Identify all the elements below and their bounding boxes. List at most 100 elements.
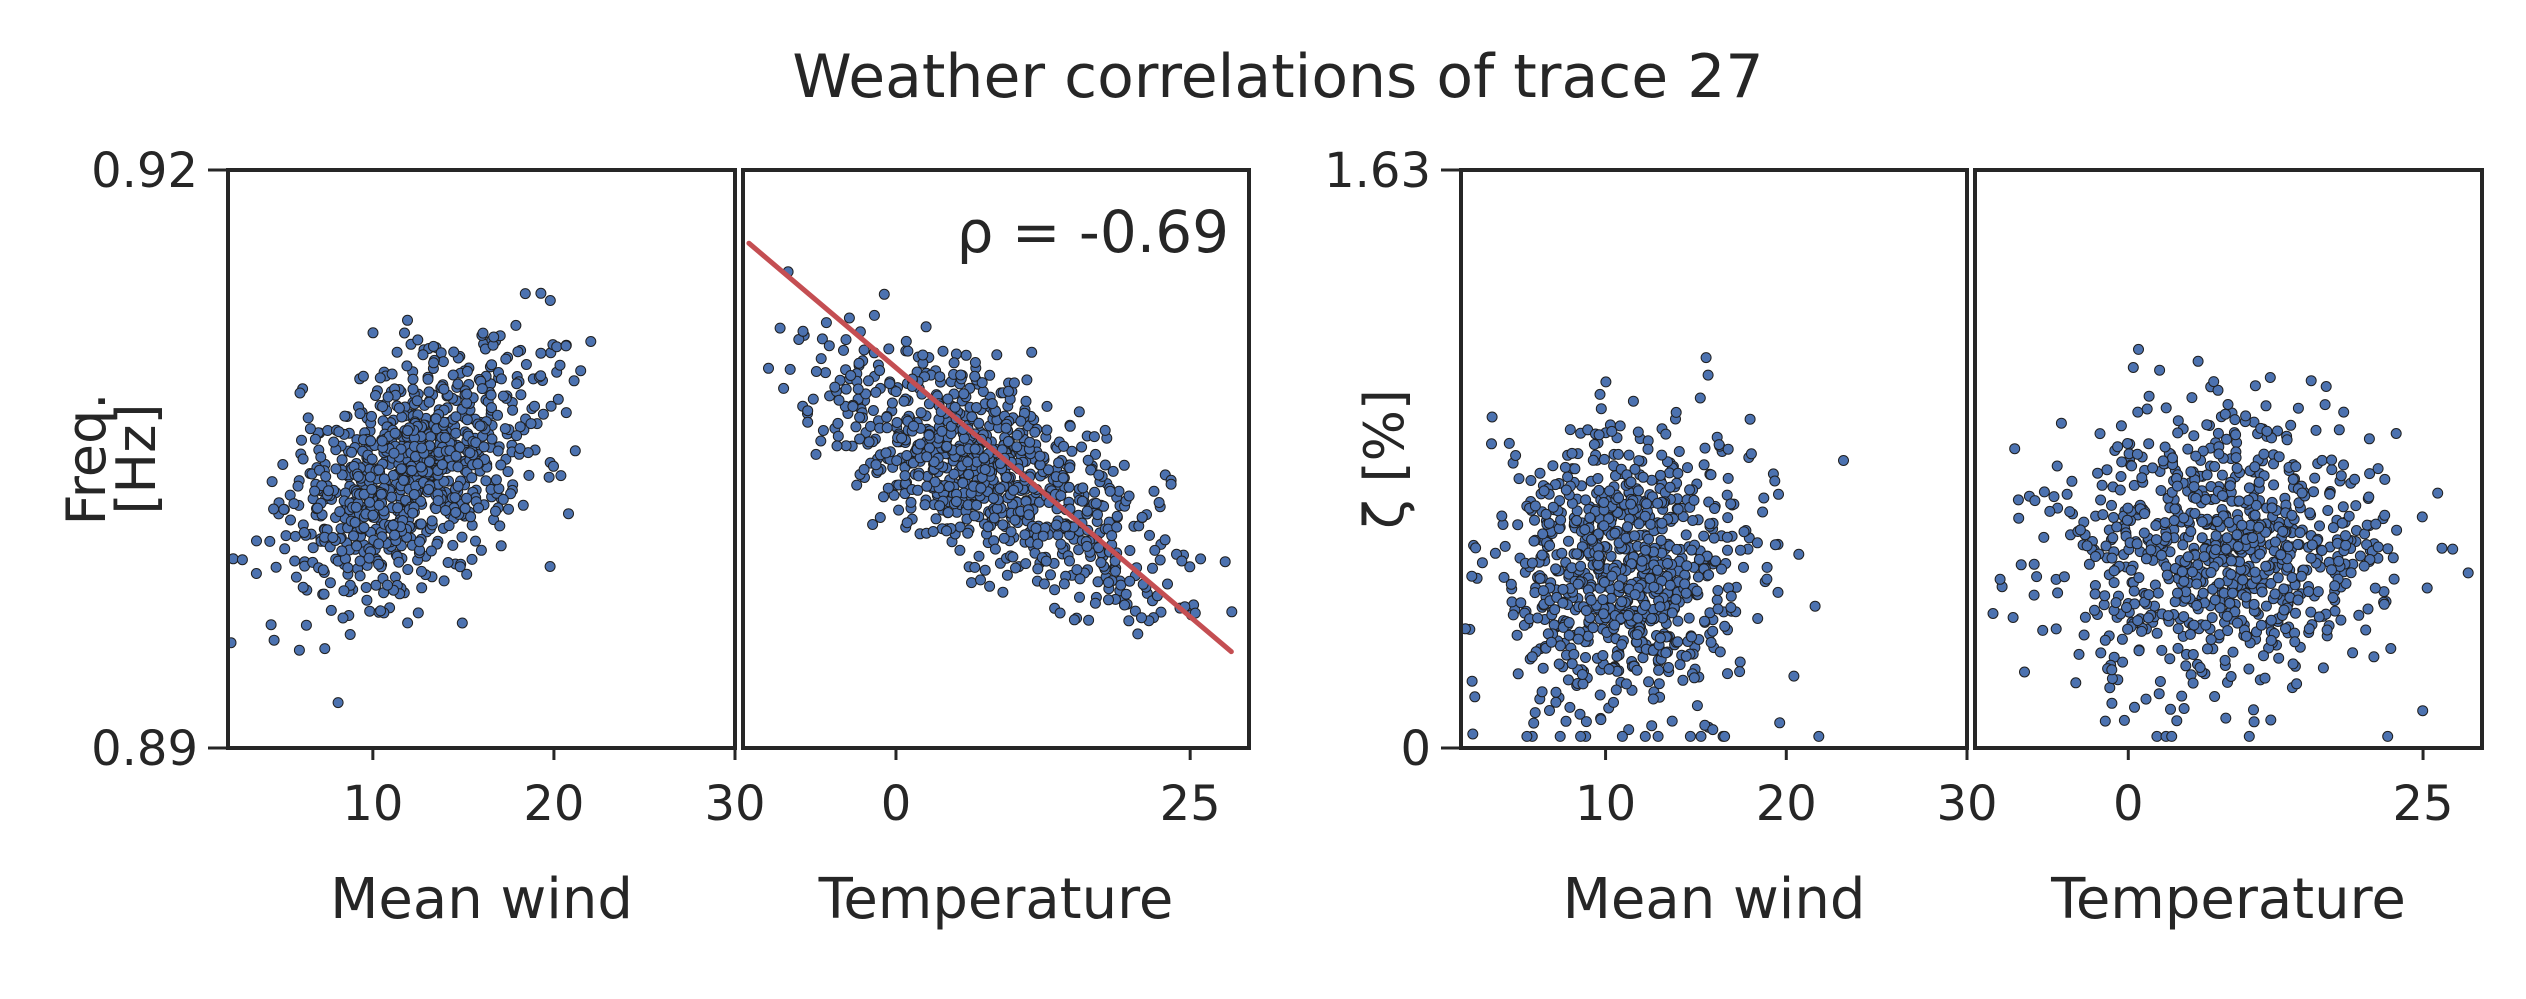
data-point bbox=[1008, 377, 1020, 389]
data-point bbox=[1655, 534, 1667, 546]
data-point bbox=[2209, 691, 2221, 702]
data-point bbox=[473, 502, 484, 514]
data-point bbox=[373, 538, 385, 550]
data-point bbox=[2240, 410, 2252, 422]
data-point bbox=[2143, 390, 2155, 402]
data-point bbox=[863, 375, 874, 387]
data-point bbox=[1568, 648, 1580, 660]
x-tick-label: 20 bbox=[523, 776, 584, 832]
data-point bbox=[1029, 426, 1041, 438]
plot-area bbox=[228, 287, 597, 709]
y-axis-label-line: Freq. bbox=[55, 393, 118, 526]
data-point bbox=[266, 476, 278, 488]
data-point bbox=[2038, 486, 2050, 498]
data-point bbox=[297, 453, 309, 465]
data-point bbox=[1694, 392, 1706, 404]
data-point bbox=[2243, 663, 2255, 675]
data-point bbox=[1103, 594, 1114, 606]
data-point bbox=[477, 327, 489, 339]
data-point bbox=[997, 519, 1009, 531]
data-point bbox=[1071, 564, 1083, 576]
data-point bbox=[2128, 585, 2140, 597]
data-point bbox=[560, 407, 572, 419]
data-point bbox=[2313, 611, 2325, 623]
data-point bbox=[337, 612, 349, 624]
data-point bbox=[2225, 568, 2237, 580]
data-point bbox=[1467, 728, 1479, 740]
data-point bbox=[357, 370, 369, 382]
data-point bbox=[2447, 543, 2459, 555]
data-point bbox=[1081, 540, 1093, 552]
data-point bbox=[1595, 403, 1607, 415]
data-point bbox=[2336, 517, 2348, 529]
data-point bbox=[2177, 539, 2189, 551]
data-point bbox=[2327, 592, 2339, 604]
data-point bbox=[408, 489, 420, 500]
data-point bbox=[2162, 610, 2174, 622]
data-point bbox=[1606, 570, 1618, 582]
data-point bbox=[1566, 447, 1578, 459]
data-point bbox=[1560, 484, 1572, 496]
data-point bbox=[1631, 629, 1643, 641]
data-point bbox=[1738, 561, 1749, 573]
data-point bbox=[883, 343, 895, 355]
data-point bbox=[1525, 475, 1537, 486]
data-point bbox=[1503, 437, 1515, 449]
data-point bbox=[492, 445, 504, 457]
data-point bbox=[1538, 485, 1550, 497]
data-point bbox=[997, 586, 1009, 598]
data-point bbox=[2201, 469, 2213, 481]
data-point bbox=[2213, 577, 2225, 589]
data-point bbox=[817, 425, 829, 436]
data-point bbox=[2310, 424, 2322, 436]
data-point bbox=[2278, 604, 2290, 616]
data-point bbox=[1526, 557, 1538, 569]
data-point bbox=[268, 503, 280, 515]
data-point bbox=[1722, 544, 1733, 556]
data-point bbox=[1587, 622, 1599, 634]
data-point bbox=[2214, 602, 2226, 614]
data-point bbox=[454, 561, 466, 573]
data-point bbox=[318, 588, 330, 600]
data-point bbox=[954, 544, 966, 556]
data-point bbox=[268, 634, 280, 646]
data-point bbox=[1586, 533, 1598, 545]
data-point bbox=[2303, 623, 2315, 635]
data-point bbox=[886, 397, 898, 409]
data-point bbox=[1712, 603, 1724, 615]
data-point bbox=[1076, 441, 1088, 453]
data-point bbox=[1073, 406, 1085, 418]
data-point bbox=[1616, 596, 1628, 608]
data-point bbox=[2160, 402, 2172, 414]
data-point bbox=[2108, 577, 2120, 589]
data-point bbox=[2249, 509, 2261, 521]
data-point bbox=[963, 469, 975, 480]
data-point bbox=[2225, 555, 2237, 567]
data-point bbox=[2345, 567, 2357, 579]
data-point bbox=[2322, 505, 2334, 516]
data-point bbox=[2050, 623, 2062, 635]
data-point bbox=[1664, 579, 1676, 591]
data-point bbox=[1562, 674, 1574, 686]
data-point bbox=[2092, 467, 2104, 479]
data-point bbox=[2165, 703, 2176, 715]
data-point bbox=[465, 511, 477, 523]
data-point bbox=[1642, 443, 1654, 455]
data-point bbox=[2312, 586, 2324, 598]
scatter-panel-2: 0 25 Temperature ρ = -0.69 bbox=[741, 168, 1251, 932]
data-point bbox=[292, 480, 304, 492]
data-point bbox=[2079, 611, 2091, 623]
data-point bbox=[1575, 730, 1587, 742]
data-point bbox=[475, 544, 487, 556]
data-point bbox=[942, 507, 954, 518]
data-point bbox=[2172, 642, 2184, 654]
data-point bbox=[962, 456, 974, 468]
data-point bbox=[1774, 717, 1786, 729]
data-point bbox=[1563, 617, 1575, 628]
x-tick-label: 0 bbox=[881, 776, 912, 832]
data-point bbox=[1544, 705, 1555, 716]
data-point bbox=[2090, 551, 2101, 562]
data-point bbox=[1772, 586, 1784, 598]
data-point bbox=[1037, 530, 1049, 542]
data-point bbox=[2326, 454, 2338, 466]
